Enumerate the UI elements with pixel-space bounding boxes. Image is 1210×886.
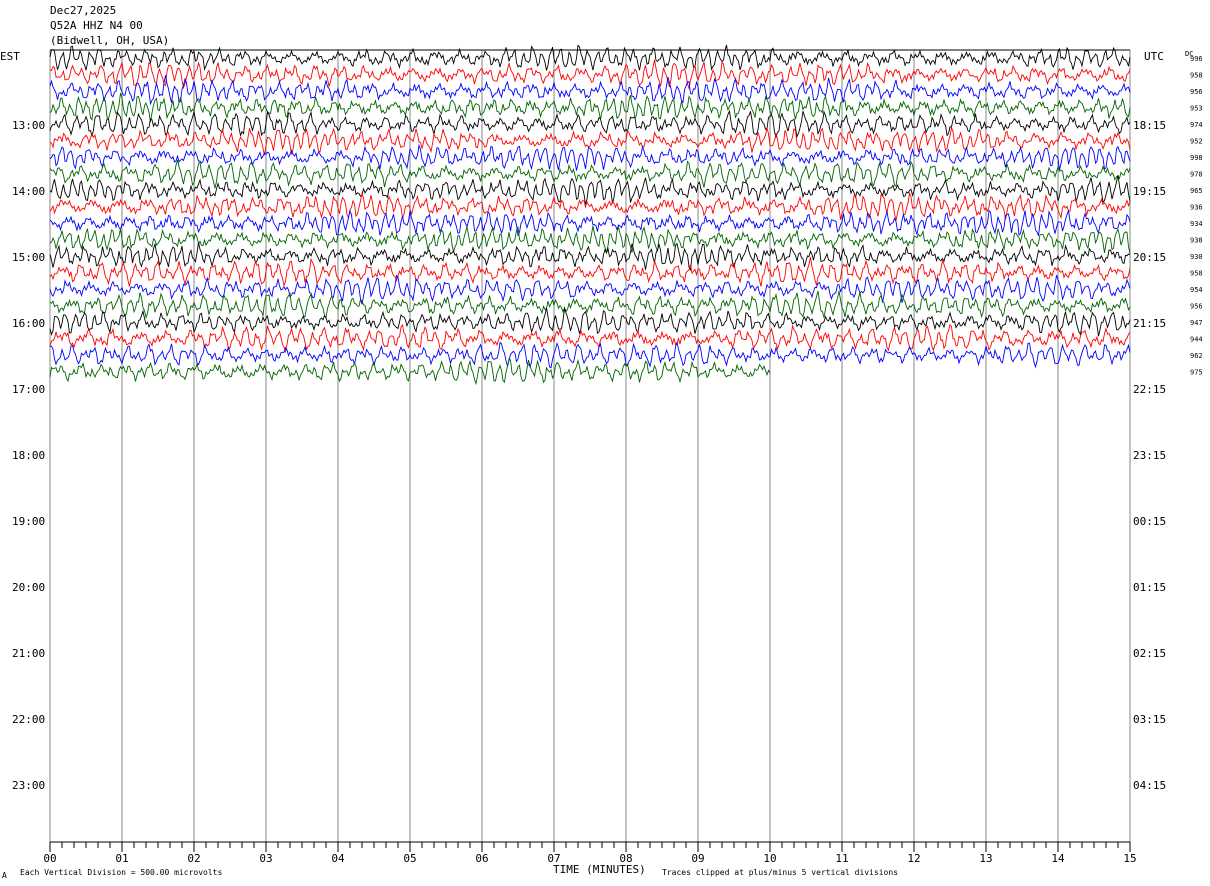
trace-line: [49, 307, 1131, 337]
left-hour-label: 18:00: [12, 449, 45, 462]
date-label: Dec27,2025: [50, 4, 117, 17]
dc-offset-label: 975: [1190, 369, 1203, 377]
trace-line: [49, 59, 1131, 90]
x-tick-label: 08: [619, 852, 632, 865]
trace-line: [49, 109, 1131, 139]
trace-line: [49, 209, 1131, 237]
x-axis-title: TIME (MINUTES): [553, 863, 646, 876]
dc-offset-label: 978: [1190, 171, 1203, 179]
right-hour-label: 03:15: [1133, 713, 1166, 726]
trace-line: [49, 242, 1131, 272]
left-hour-label: 23:00: [12, 779, 45, 792]
dc-header-label: DC: [1185, 50, 1193, 58]
left-timezone-label: EST: [0, 50, 20, 63]
dc-offset-label: 936: [1190, 204, 1203, 212]
right-hour-label: 00:15: [1133, 515, 1166, 528]
right-hour-label: 22:15: [1133, 383, 1166, 396]
dc-offset-label: 958: [1190, 270, 1203, 278]
x-tick-label: 10: [763, 852, 776, 865]
dc-offset-label: 952: [1190, 138, 1203, 146]
trace-line: [49, 341, 1131, 369]
trace-line: [49, 290, 1131, 319]
x-tick-label: 06: [475, 852, 488, 865]
trace-line: [49, 191, 1131, 221]
trace-line: [49, 159, 1131, 189]
corner-mark: A: [2, 871, 7, 880]
x-tick-label: 14: [1051, 852, 1065, 865]
dc-offset-label: 947: [1190, 319, 1203, 327]
x-tick-label: 03: [259, 852, 272, 865]
axis-labels: 996 958 956 953 974 952 998 978 965 936 934 938 930 9…: [12, 55, 1203, 792]
x-tick-label: 15: [1123, 852, 1136, 865]
dc-offset-label: 965: [1190, 187, 1203, 195]
dc-offset-label: 996: [1190, 55, 1203, 63]
dc-offset-label: 934: [1190, 220, 1203, 228]
dc-offset-label: 998: [1190, 154, 1203, 162]
dc-offset-label: 958: [1190, 72, 1203, 80]
left-hour-label: 22:00: [12, 713, 45, 726]
trace-line: [49, 126, 1131, 156]
trace-line: [49, 323, 1131, 354]
x-tick-label: 04: [331, 852, 345, 865]
trace-line: [49, 44, 1131, 71]
left-hour-label: 14:00: [12, 185, 45, 198]
seismic-traces: [49, 44, 1131, 386]
right-hour-label: 19:15: [1133, 185, 1166, 198]
station-label: Q52A HHZ N4 00: [50, 19, 143, 32]
trace-line: [49, 225, 1131, 254]
dc-offset-label: 938: [1190, 237, 1203, 245]
right-timezone-label: UTC: [1144, 50, 1164, 63]
trace-line: [49, 257, 1131, 288]
left-hour-label: 16:00: [12, 317, 45, 330]
left-hour-label: 19:00: [12, 515, 45, 528]
dc-offset-label: 944: [1190, 336, 1203, 344]
dc-offset-label: 962: [1190, 352, 1203, 360]
right-hour-label: 04:15: [1133, 779, 1166, 792]
x-tick-label: 05: [403, 852, 416, 865]
x-tick-label: 11: [835, 852, 848, 865]
x-tick-label: 12: [907, 852, 920, 865]
dc-offset-label: 954: [1190, 286, 1203, 294]
right-hour-label: 23:15: [1133, 449, 1166, 462]
left-hour-label: 20:00: [12, 581, 45, 594]
right-hour-label: 01:15: [1133, 581, 1166, 594]
x-tick-label: 09: [691, 852, 704, 865]
left-hour-label: 13:00: [12, 119, 45, 132]
x-tick-label: 13: [979, 852, 992, 865]
right-hour-label: 18:15: [1133, 119, 1166, 132]
x-tick-label: 00: [43, 852, 56, 865]
trace-line: [49, 174, 1131, 205]
left-hour-label: 17:00: [12, 383, 45, 396]
trace-line: [49, 357, 771, 386]
clip-note: Traces clipped at plus/minus 5 vertical …: [662, 868, 898, 877]
location-label: (Bidwell, OH, USA): [50, 34, 170, 47]
x-axis: 00 01 02 03 04 05 06 07 08 09 10 11 12 13 14 15: [43, 841, 1137, 865]
right-hour-label: 21:15: [1133, 317, 1166, 330]
dc-offset-label: 930: [1190, 253, 1203, 261]
trace-line: [49, 92, 1131, 123]
x-tick-label: 02: [187, 852, 200, 865]
left-hour-label: 15:00: [12, 251, 45, 264]
dc-offset-label: 974: [1190, 121, 1203, 129]
scale-note: Each Vertical Division = 500.00 microvol…: [20, 868, 222, 877]
trace-line: [49, 274, 1131, 305]
right-hour-label: 20:15: [1133, 251, 1166, 264]
right-hour-label: 02:15: [1133, 647, 1166, 660]
x-tick-label: 01: [115, 852, 128, 865]
trace-line: [49, 143, 1131, 171]
left-hour-label: 21:00: [12, 647, 45, 660]
dc-offset-label: 953: [1190, 105, 1203, 113]
dc-offset-label: 956: [1190, 88, 1203, 96]
x-tick-label: 07: [547, 852, 560, 865]
dc-offset-label: 956: [1190, 303, 1203, 311]
grid-lines: [49, 49, 1131, 842]
trace-line: [49, 75, 1131, 106]
